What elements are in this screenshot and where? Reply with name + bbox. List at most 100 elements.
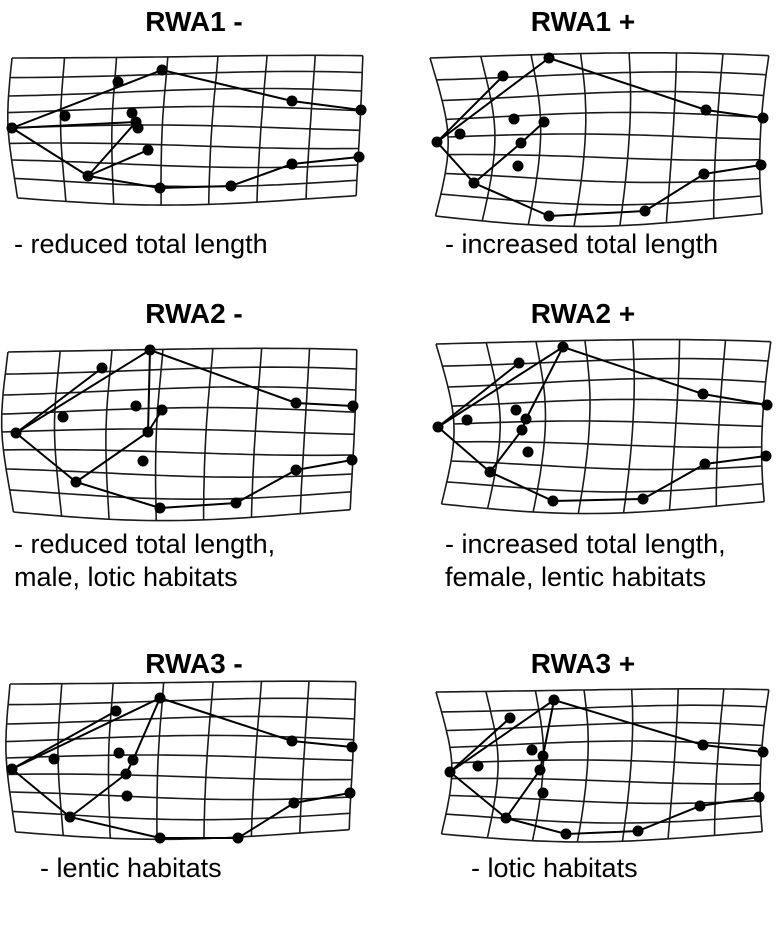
grid-line-vertical [435,691,453,835]
caption-line: female, lentic habitats [445,562,707,592]
deformation-grid [432,338,773,515]
landmark-point [512,160,524,172]
outline-upper [436,56,764,143]
landmark-link [11,710,117,770]
landmark-point [510,404,522,416]
grid-line-vertical [5,683,17,833]
grid-line-vertical [156,682,165,840]
landmark-link [11,121,137,129]
grid-line-vertical [532,341,547,513]
landmark-link [15,367,103,434]
landmark-point [431,136,443,148]
panel-rwa1-plus: RWA1 + - increased total length [389,0,777,296]
landmark-point [225,180,237,192]
caption-line: - reduced total length, [14,529,276,559]
landmark-point [513,357,525,369]
landmark-point [344,787,356,799]
grid-line-horizontal [441,704,767,713]
landmark-point [632,825,644,837]
grid-line-vertical [667,688,679,839]
panel-rwa3-plus: RWA3 + - lotic habitats [389,644,777,940]
grid-line-horizontal [449,740,763,749]
grid-line-horizontal [13,508,351,522]
grid-line-horizontal [6,754,353,762]
landmark-point [126,107,138,119]
landmark-point [637,493,649,505]
landmark-point [353,151,365,163]
grid-line-horizontal [6,715,355,725]
grid-line-horizontal [7,773,352,781]
grid-line-vertical [485,691,499,838]
grid-line-vertical [154,349,164,521]
outline-lower [11,127,360,190]
landmark-link [525,346,564,420]
landmark-point [64,811,76,823]
panel-rwa2-plus: RWA2 + - increased total length, female,… [389,292,777,592]
grid-line-horizontal [451,777,761,785]
grid-line-vertical [348,681,357,830]
grid-line-horizontal [5,366,357,375]
deformation-grid [5,680,358,844]
landmark-point [522,446,534,458]
landmark-point [526,744,538,756]
grid-line-horizontal [1,428,355,436]
landmark-point [537,787,549,799]
grid-line-vertical [203,681,214,839]
grid-line-horizontal [11,159,358,169]
landmark-point [127,754,139,766]
grid-line-horizontal [2,386,356,396]
landmark-point [700,104,712,116]
grid-line-horizontal [9,142,359,150]
panel-title: RWA2 + [530,298,636,329]
landmark-point [520,413,532,425]
grid-line-horizontal [3,448,354,457]
landmark-point [508,113,520,125]
landmark-point [697,739,709,751]
panel-caption: - lotic habitats [471,852,638,885]
landmark-point [515,137,527,149]
landmark-point [156,64,168,76]
landmark-point [154,502,166,514]
deformation-grid [6,54,367,206]
landmark-link [436,75,504,143]
grid-line-vertical [53,351,63,517]
caption-line: - increased total length, [445,529,726,559]
landmark-point [547,495,559,507]
landmark-point [484,466,496,478]
landmark-point [557,341,569,353]
grid-line-vertical [305,55,316,200]
outline-lower [436,141,762,218]
grid-line-vertical [758,55,770,214]
landmark-point [48,753,60,765]
landmark-point [468,177,480,189]
panel-title: RWA2 - [145,298,243,329]
landmark-point [120,768,132,780]
landmark-point [346,741,358,753]
landmark-point [10,427,22,439]
deformation-grid [435,688,770,843]
landmark-point [537,750,549,762]
caption-line: male, lotic habitats [14,562,238,592]
grid-line-vertical [160,56,169,206]
outline-lower [449,771,760,836]
landmark-point [757,746,769,758]
landmark-point [290,464,302,476]
grid-line-horizontal [447,133,761,141]
grid-line-vertical [485,342,501,509]
grid-line-horizontal [446,721,765,732]
grid-line-vertical [107,683,114,839]
panel-caption: - lentic habitats [40,852,222,885]
grid-line-vertical [355,55,364,196]
landmark-point [346,454,358,466]
grid-line-horizontal [445,172,760,184]
grid-line-vertical [207,56,219,205]
landmark-point [154,692,166,704]
panel-caption: - increased total length [445,228,718,261]
grid-line-horizontal [15,828,350,841]
deformation-grid [429,52,770,228]
grid-line-horizontal [446,481,763,493]
grid-line-vertical [573,53,587,227]
landmark-point [112,76,124,88]
landmark-point [347,400,359,412]
landmark-point [290,397,302,409]
